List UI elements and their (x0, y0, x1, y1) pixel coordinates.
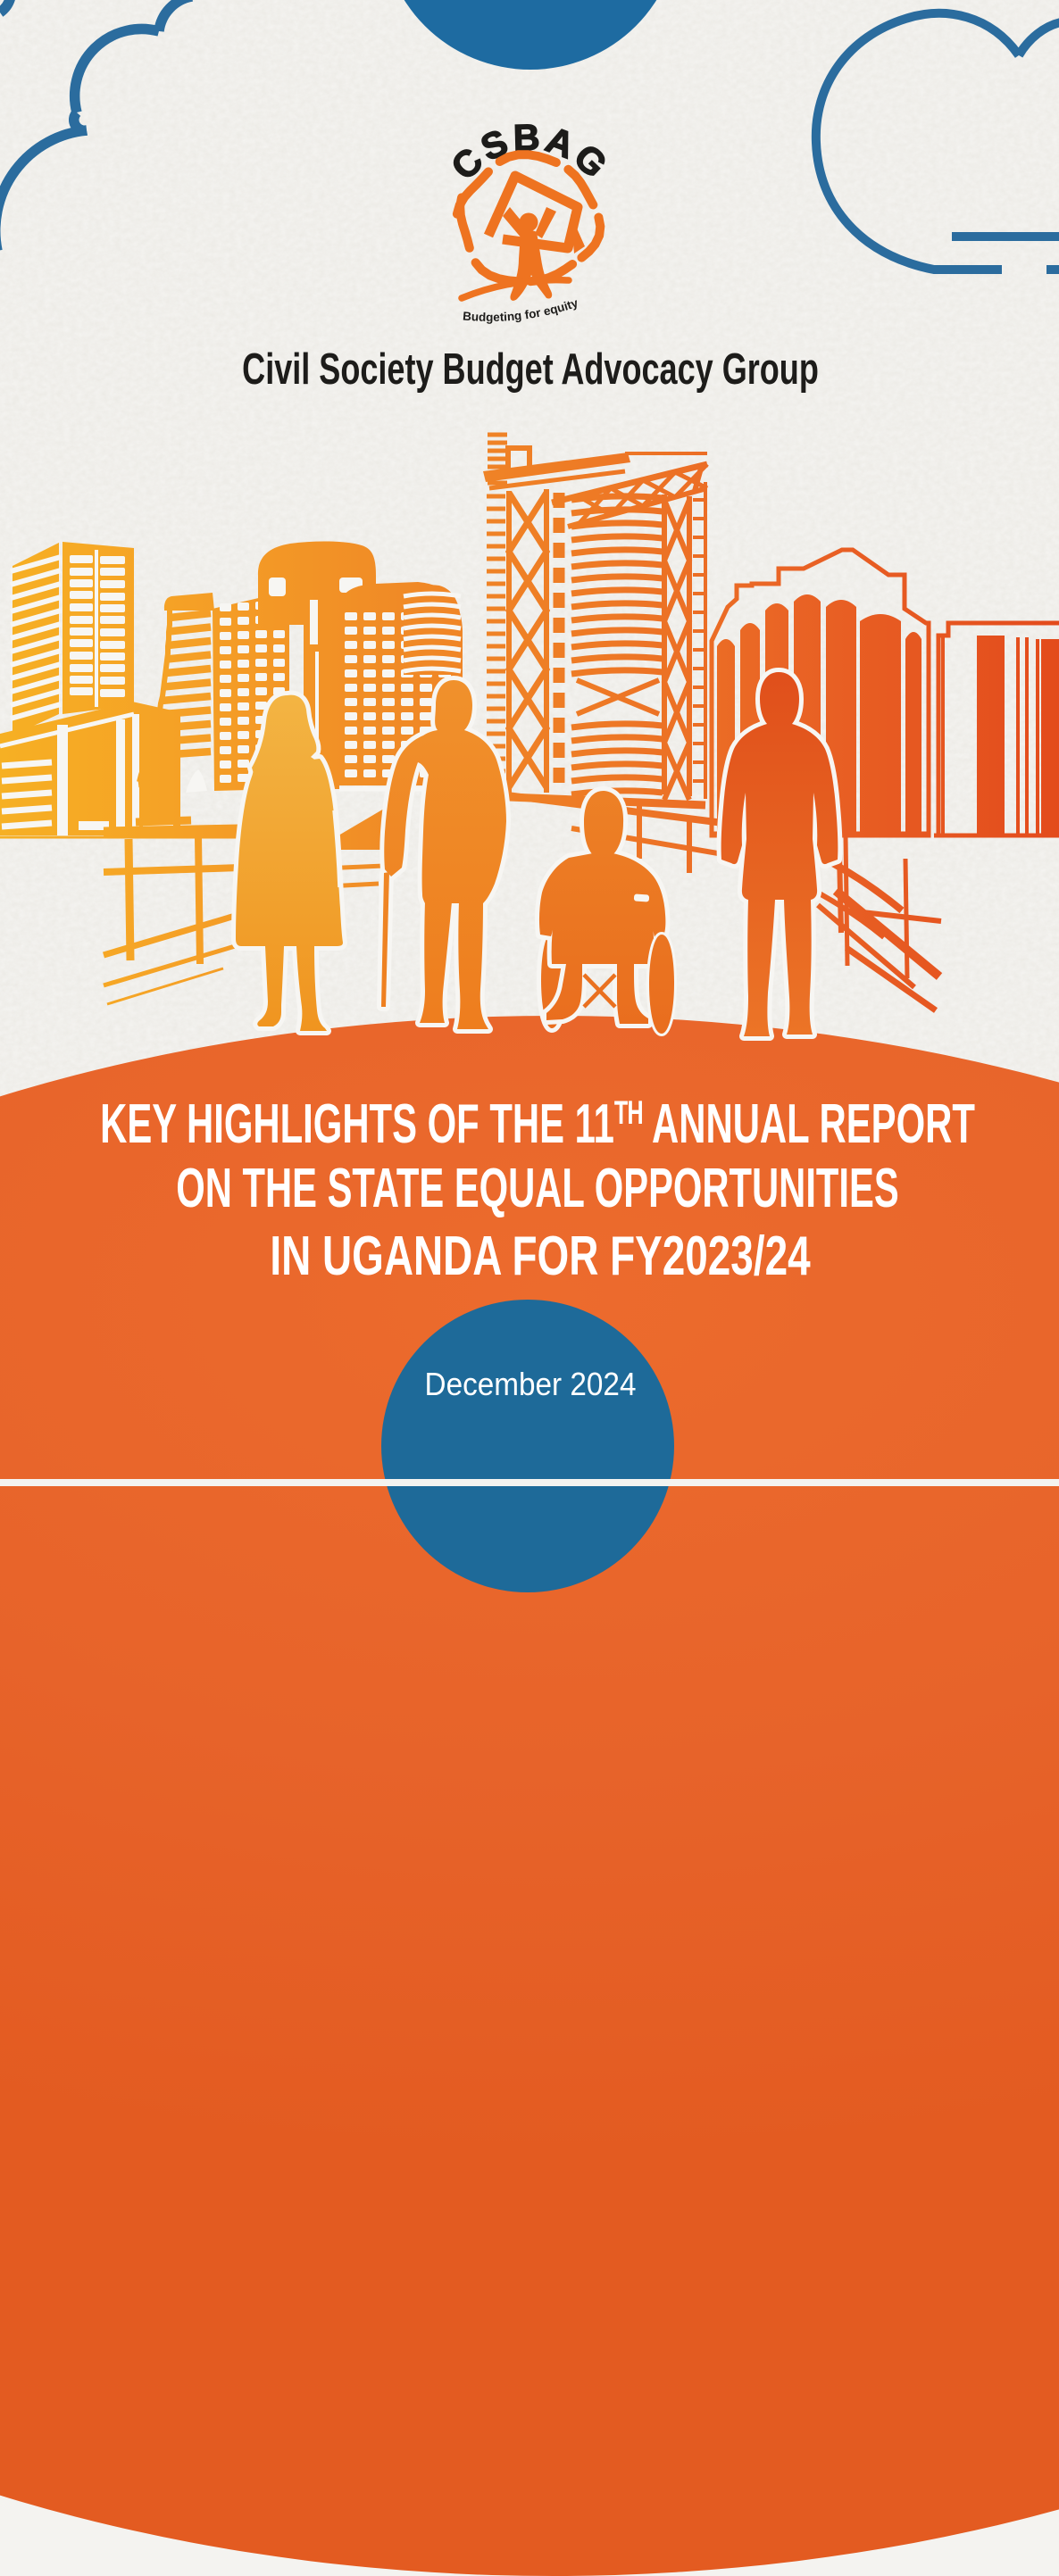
svg-text:Budgeting for equity: Budgeting for equity (463, 295, 580, 323)
